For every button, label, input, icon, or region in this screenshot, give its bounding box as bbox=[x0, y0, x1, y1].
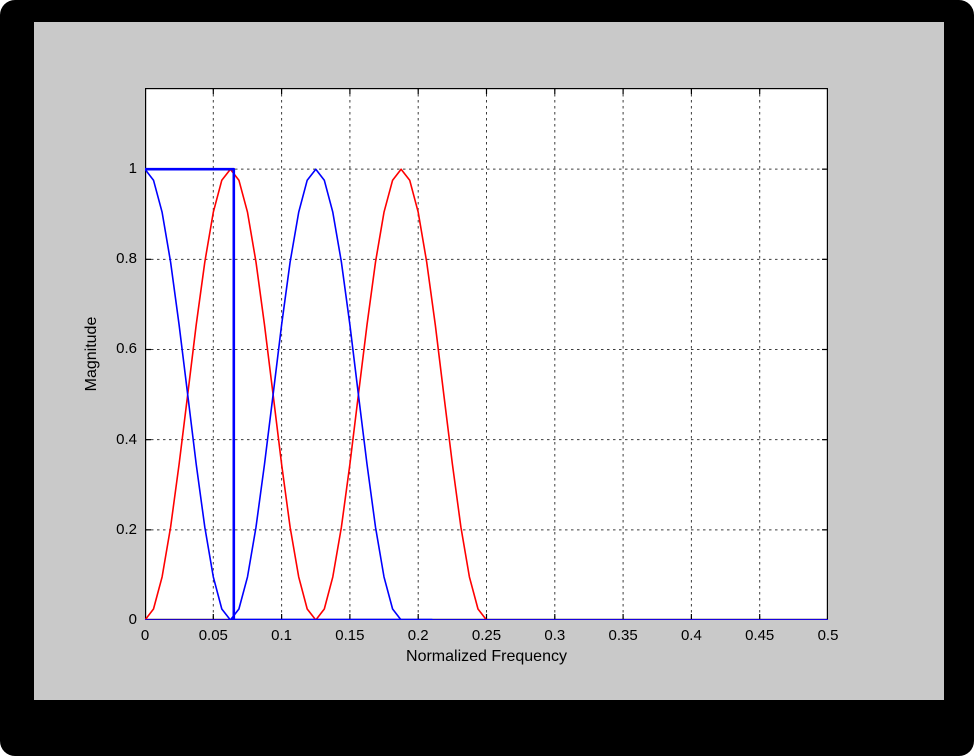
x-tick-label: 0.1 bbox=[271, 627, 293, 644]
x-tick-label: 0.15 bbox=[335, 627, 365, 644]
x-axis-label: Normalized Frequency bbox=[406, 648, 567, 665]
x-tick-label: 0.25 bbox=[471, 627, 502, 644]
series-channel-2-bandpass-blue bbox=[145, 168, 828, 620]
y-tick-label: 1 bbox=[128, 160, 137, 178]
series-channel-0-lowpass-blue bbox=[145, 168, 828, 620]
x-tick-label: 0.3 bbox=[544, 627, 566, 644]
x-tick-label: 0.05 bbox=[198, 627, 228, 644]
y-tick-label: 0.2 bbox=[116, 520, 137, 538]
y-tick-label: 0 bbox=[128, 611, 137, 628]
y-tick-label: 0.6 bbox=[116, 340, 137, 358]
x-tick-label: 0 bbox=[140, 627, 150, 644]
y-tick-label: 0.4 bbox=[116, 430, 137, 448]
series-channel-3-bandpass-red bbox=[145, 168, 828, 620]
x-tick-label: 0.5 bbox=[817, 627, 839, 644]
x-tick-label: 0.4 bbox=[680, 627, 702, 644]
figure-surface: 0 0.05 0.1 0.15 0.2 0.25 0.3 0.35 0.4 0.45 0.5 0 0.… bbox=[34, 22, 944, 700]
plot-area bbox=[145, 88, 828, 620]
x-tick-label: 0.2 bbox=[407, 627, 429, 644]
x-tick-label: 0.35 bbox=[608, 627, 638, 644]
y-tick-label: 0.8 bbox=[116, 250, 137, 268]
series-ideal-brickwall-response-blue bbox=[145, 167, 434, 620]
y-axis-label: Magnitude bbox=[83, 316, 100, 392]
x-tick-label: 0.45 bbox=[745, 627, 775, 644]
